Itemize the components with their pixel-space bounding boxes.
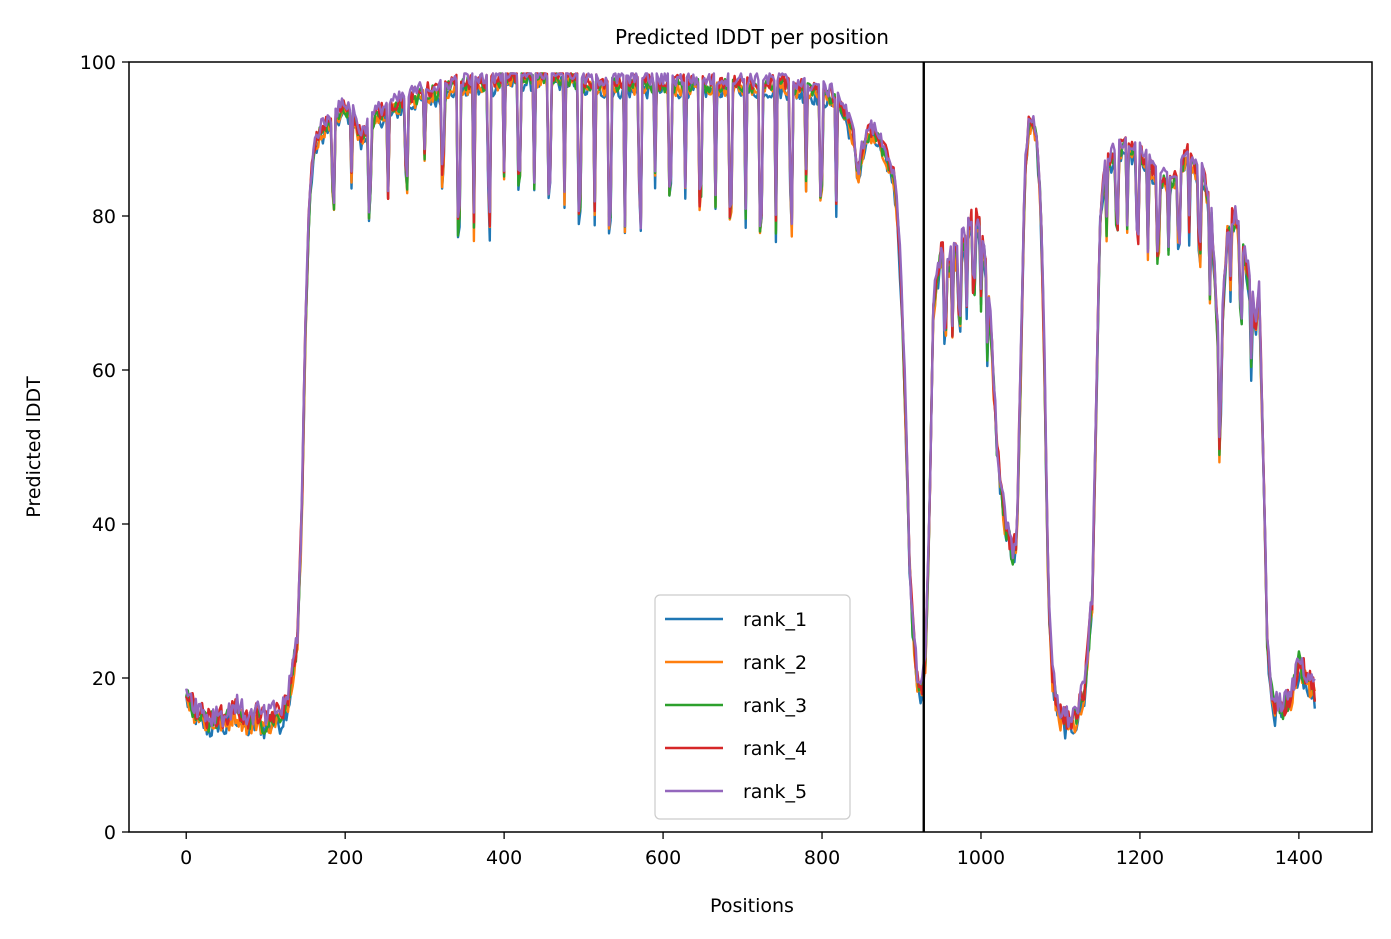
x-tick-label: 800 <box>804 847 840 869</box>
series-line-rank_5 <box>185 72 1316 728</box>
plot-frame <box>128 61 1373 833</box>
series-layer <box>185 72 1316 740</box>
y-axis-ticks: 0 20 40 60 80 100 <box>80 52 129 844</box>
x-tick-label: 1200 <box>1116 847 1164 869</box>
x-tick-label: 600 <box>645 847 681 869</box>
legend-label: rank_5 <box>743 781 807 803</box>
chart-title: Predicted lDDT per position <box>615 25 889 49</box>
y-axis-label: Predicted lDDT <box>23 376 45 518</box>
y-tick-label: 60 <box>92 360 116 382</box>
x-tick-label: 1000 <box>957 847 1005 869</box>
legend-box <box>654 594 851 820</box>
legend: rank_1 rank_2 rank_3 rank_4 rank_5 <box>654 594 851 820</box>
x-tick-label: 0 <box>180 847 192 869</box>
y-tick-label: 20 <box>92 668 116 690</box>
legend-label: rank_3 <box>743 695 807 717</box>
x-tick-label: 1400 <box>1275 847 1323 869</box>
x-tick-label: 200 <box>327 847 363 869</box>
y-tick-label: 100 <box>80 52 116 74</box>
legend-label: rank_4 <box>743 738 807 760</box>
legend-label: rank_1 <box>743 609 807 631</box>
x-tick-label: 400 <box>486 847 522 869</box>
x-axis-label: Positions <box>710 895 794 917</box>
y-tick-label: 80 <box>92 206 116 228</box>
y-tick-label: 40 <box>92 514 116 536</box>
legend-label: rank_2 <box>743 652 807 674</box>
y-tick-label: 0 <box>104 822 116 844</box>
x-axis-ticks: 0 200 400 600 800 1000 1200 1400 <box>180 832 1323 869</box>
